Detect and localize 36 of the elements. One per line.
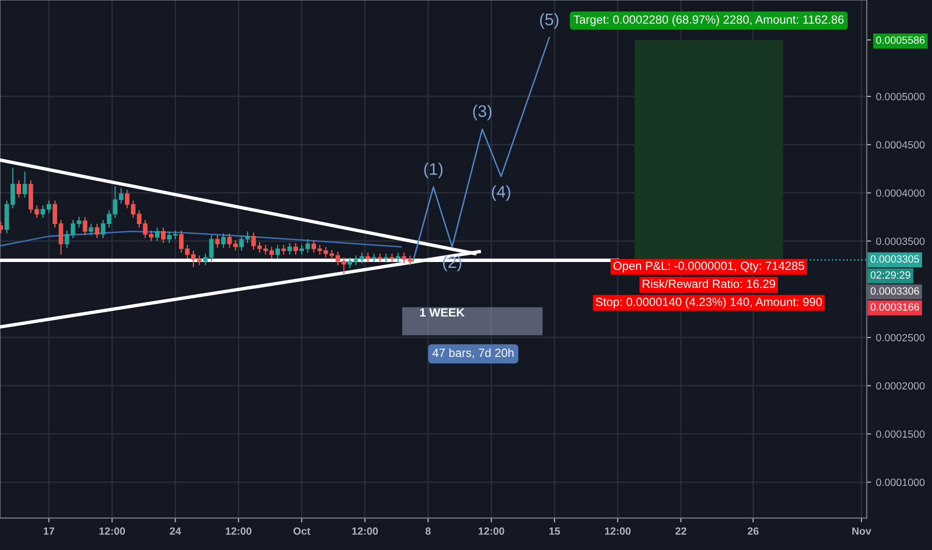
x-tick-label: 24 [170,527,182,535]
x-tick-label: 12:00 [226,527,252,535]
y-tick-label: 0.0001500 [876,430,925,438]
annotation: Target: 0.0002280 (68.97%) 2280, Amount: 1162.86 [574,15,844,26]
x-tick-label: Oct [293,527,310,535]
y-tick-label: 0.0002000 [876,382,925,390]
x-tick-label: 12:00 [352,527,378,535]
x-tick-label: 12:00 [99,527,125,535]
x-tick-label: 15 [549,528,560,535]
y-tick-label: 0.0003500 [876,238,925,245]
y-tick-label: 0.0004500 [876,141,925,149]
y-tick-label: 0.0005000 [876,92,925,100]
y-tick-label: 0.0004000 [876,189,925,197]
annotation: (1) [424,162,443,178]
x-tick-label: Nov [852,528,872,535]
annotation: (4) [492,185,510,201]
annotation: (3) [473,104,492,120]
x-tick-label: 17 [44,528,54,535]
x-tick-label: 26 [748,527,759,535]
x-tick-label: 12:00 [478,527,504,535]
annotation: 1 WEEK [420,308,465,317]
annotation: Risk/Reward Ratio: 16.29 [642,279,776,288]
x-tick-label: 22 [675,527,686,535]
annotation: (5) [540,13,558,29]
ref-line-label: 0.0003305 [870,255,920,263]
y-tick-label: 0.0002500 [876,334,925,342]
text: 0.0003306 [870,287,920,295]
y-tick-label: 0.0005586 [876,36,925,44]
annotation: 47 bars, 7d 20h [432,348,514,358]
y-tick-label: 0.0001000 [876,478,925,486]
x-tick-label: 8 [426,527,431,535]
annotation: Open P&L: -0.0000001, Qty: 714285 [614,262,804,272]
annotation: Stop: 0.0000140 (4.23%) 140, Amount: 990 [596,297,822,308]
text: 02:29:29 [870,271,910,279]
text: 0.0003166 [870,303,920,311]
x-tick-label: 12:00 [605,527,631,535]
